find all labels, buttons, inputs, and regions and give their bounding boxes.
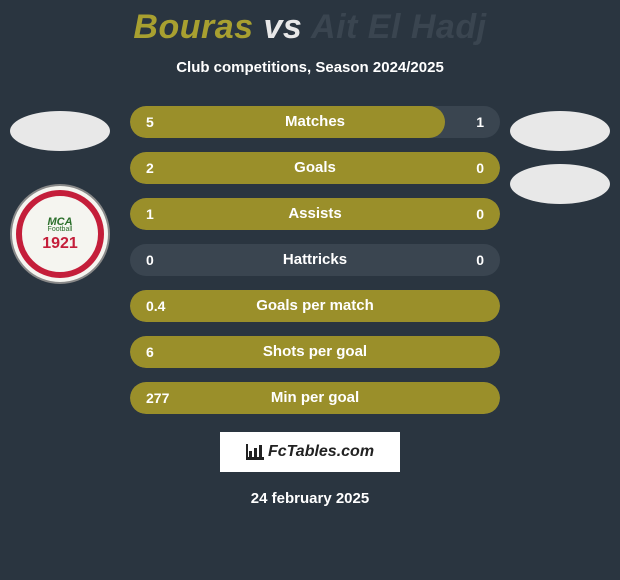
logo-text: FcTables.com xyxy=(268,443,374,461)
content-area: MCA Football 1921 51Matches 20Goals 10Assi… xyxy=(0,106,620,414)
comparison-title: Bouras vs Ait El Hadj xyxy=(0,0,620,47)
stat-bar: 51Matches xyxy=(130,106,500,138)
subtitle: Club competitions, Season 2024/2025 xyxy=(0,59,620,76)
stat-bar: 0.4Goals per match xyxy=(130,290,500,322)
stat-label: Hattricks xyxy=(130,244,500,276)
stat-bar: 6Shots per goal xyxy=(130,336,500,368)
vs-text: vs xyxy=(264,8,303,46)
chart-icon xyxy=(246,444,264,460)
badge-year: 1921 xyxy=(42,235,78,253)
player1-club-badge: MCA Football 1921 xyxy=(10,184,110,284)
player1-avatar xyxy=(10,111,110,151)
stat-bar: 00Hattricks xyxy=(130,244,500,276)
date-text: 24 february 2025 xyxy=(0,490,620,507)
stat-bar: 277Min per goal xyxy=(130,382,500,414)
stat-label: Goals xyxy=(130,152,500,184)
player2-name: Ait El Hadj xyxy=(311,8,487,46)
stat-label: Assists xyxy=(130,198,500,230)
player1-name: Bouras xyxy=(133,8,253,46)
badge-sub-text: Football xyxy=(48,226,73,233)
badge-inner: MCA Football 1921 xyxy=(30,204,90,264)
player2-club-avatar xyxy=(510,164,610,204)
stat-bar: 10Assists xyxy=(130,198,500,230)
fctables-logo: FcTables.com xyxy=(220,432,400,472)
stat-bar: 20Goals xyxy=(130,152,500,184)
player2-avatar xyxy=(510,111,610,151)
stat-label: Goals per match xyxy=(130,290,500,322)
stat-label: Matches xyxy=(130,106,500,138)
stat-label: Shots per goal xyxy=(130,336,500,368)
stat-label: Min per goal xyxy=(130,382,500,414)
stat-bars: 51Matches 20Goals 10Assists 00Hattricks 0.4G… xyxy=(130,106,500,414)
